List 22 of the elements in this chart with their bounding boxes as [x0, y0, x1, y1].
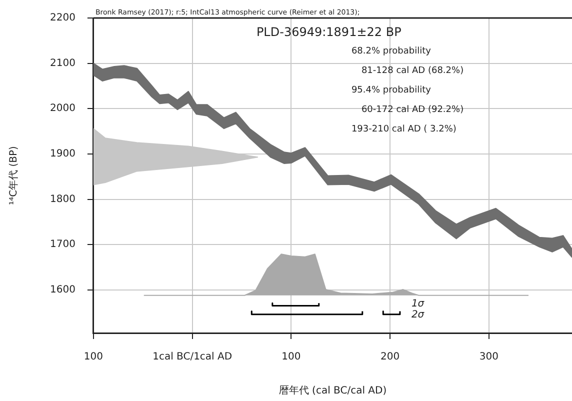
annotation: 2σ	[411, 310, 425, 321]
y-tick-label: 1800	[50, 194, 76, 205]
x-tick-label: 100	[282, 352, 301, 363]
annotation: PLD-36949:1891±22 BP	[256, 25, 402, 40]
x-tick-label: 1cal BC/1cal AD	[152, 352, 232, 363]
x-tick-label: 300	[479, 352, 498, 363]
x-tick-label: 200	[380, 352, 400, 363]
y-tick-label: 1900	[50, 148, 76, 160]
annotation: 193-210 cal AD ( 3.2%)	[351, 124, 456, 134]
annotation: 68.2% probability	[351, 46, 432, 56]
y-tick-label: 2100	[50, 58, 76, 69]
x-axis-title: 暦年代 (cal BC/cal AD)	[278, 384, 387, 397]
annotation: 1σ	[411, 298, 425, 310]
y-axis-title: ¹⁴C年代 (BP)	[8, 146, 20, 205]
y-tick-label: 2000	[50, 103, 76, 114]
y-tick-label: 1700	[50, 239, 76, 250]
y-tick-label: 2200	[50, 12, 76, 24]
y-tick-label: 1600	[50, 284, 76, 296]
annotation: 95.4% probability	[351, 85, 432, 96]
annotation: 81-128 cal AD (68.2%)	[361, 66, 464, 76]
x-tick-label: 100	[84, 352, 103, 363]
annotation: 60-172 cal AD (92.2%)	[361, 104, 464, 115]
